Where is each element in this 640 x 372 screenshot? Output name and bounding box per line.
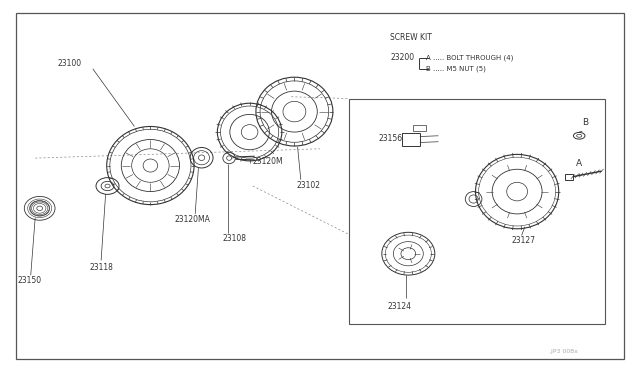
Text: 23118: 23118 [90, 263, 113, 272]
Text: B ..... M5 NUT (5): B ..... M5 NUT (5) [426, 65, 486, 72]
Text: 23108: 23108 [223, 234, 246, 243]
Text: 23200: 23200 [390, 53, 415, 62]
Text: A: A [576, 159, 582, 168]
Bar [402, 133, 420, 146]
Text: 23100: 23100 [58, 59, 82, 68]
Text: SCREW KIT: SCREW KIT [390, 33, 432, 42]
Text: 23102: 23102 [296, 182, 321, 190]
Text: 23120MA: 23120MA [174, 215, 210, 224]
Bar [349, 99, 605, 324]
Text: 23124: 23124 [387, 302, 412, 311]
Text: .JP3 008x: .JP3 008x [548, 349, 578, 354]
Text: 23127: 23127 [512, 236, 536, 245]
Text: A ..... BOLT THROUGH (4): A ..... BOLT THROUGH (4) [426, 54, 513, 61]
Text: B: B [582, 118, 589, 127]
Text: 23156: 23156 [379, 134, 403, 143]
Bar [413, 125, 426, 131]
Bar [565, 174, 573, 180]
Text: 23120M: 23120M [253, 157, 284, 166]
Text: 23150: 23150 [18, 276, 42, 285]
